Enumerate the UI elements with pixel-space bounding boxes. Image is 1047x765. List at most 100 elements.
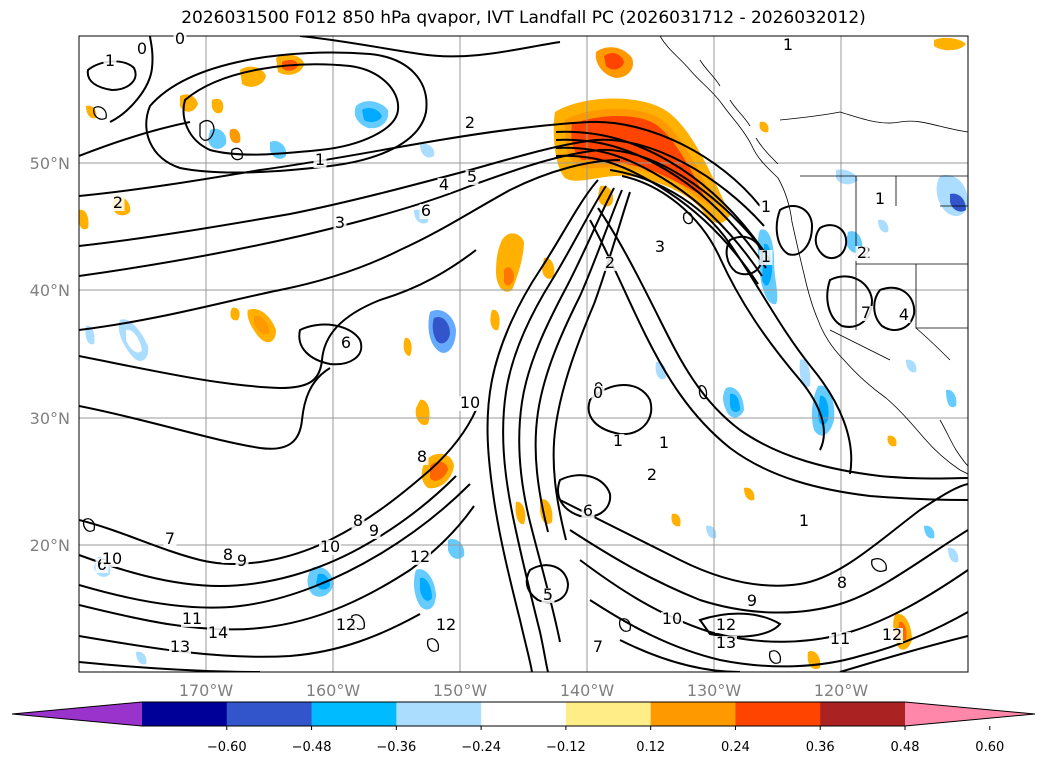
contour-label-bg	[835, 576, 849, 591]
contour-label-bg	[855, 246, 869, 261]
colorbar-segment	[735, 702, 821, 726]
lat-label-50n: 50°N	[30, 154, 70, 173]
contour-label: 2	[113, 193, 123, 212]
contour-label: 12	[882, 625, 902, 644]
colorbar-extend-high	[905, 702, 1035, 726]
contour-label-bg	[653, 240, 667, 255]
colorbar-tick-label: −0.48	[292, 740, 332, 755]
contour-label: 0	[175, 29, 185, 48]
contour-label: 2	[647, 465, 657, 484]
contour-label-bg	[103, 54, 117, 69]
contour-label: 6	[421, 201, 431, 220]
contour-label-bg	[715, 636, 737, 651]
contour-lines	[79, 36, 968, 672]
contour-label-bg	[465, 170, 479, 185]
contour-label-bg	[459, 396, 481, 411]
contour-label: 2	[857, 243, 867, 262]
contour-label: 6	[583, 501, 593, 520]
contour-label: 7	[165, 529, 175, 548]
colorbar-tick-label: −0.12	[546, 740, 586, 755]
colorbar-segment	[820, 702, 906, 726]
contour-label-bg	[419, 204, 433, 219]
contour-label-bg	[541, 588, 555, 603]
colorbar-segment	[565, 702, 652, 726]
contour-label: 1	[613, 431, 623, 450]
contour-label-bg	[367, 524, 381, 539]
contour-label-bg	[111, 196, 125, 211]
contour-label: 3	[335, 213, 345, 232]
contour-label-bg	[745, 594, 759, 609]
contour-label: 14	[208, 623, 228, 642]
contour-label: 4	[899, 305, 909, 324]
contour-label-bg	[781, 38, 795, 53]
contour-label-bg	[335, 618, 357, 633]
contour-label-bg	[581, 504, 595, 519]
coastline	[659, 36, 968, 475]
contour-label-bg	[759, 200, 773, 215]
contour-label: 1	[105, 51, 115, 70]
contour-label-bg	[603, 256, 617, 271]
contour-label-bg	[135, 42, 149, 57]
contour-label-bg	[881, 628, 903, 643]
contour-label-bg	[797, 514, 811, 529]
contour-label: 8	[837, 573, 847, 592]
lon-label-160w: 160°W	[306, 681, 361, 700]
contour-label-bg	[657, 436, 671, 451]
contour-label: 1	[659, 433, 669, 452]
contour-label: 1	[875, 189, 885, 208]
plot-frame	[78, 35, 969, 673]
contour-label-bg	[163, 532, 177, 547]
lat-label-20n: 20°N	[30, 536, 70, 555]
contour-label-bg	[319, 540, 341, 555]
anomaly-shading	[79, 37, 968, 670]
contour-label-bg	[759, 250, 773, 265]
contour-label: 10	[662, 609, 682, 628]
contour-label: 7	[861, 303, 871, 322]
contour-label: 8	[353, 511, 363, 530]
lon-label-120w: 120°W	[814, 681, 869, 700]
colorbar-tick-label: 0.12	[636, 740, 665, 755]
contour-label: 10	[320, 537, 340, 556]
contour-label-bg	[715, 618, 737, 633]
lat-label-40n: 40°N	[30, 281, 70, 300]
colorbar-segment	[226, 702, 313, 726]
contour-label: 12	[716, 615, 736, 634]
contour-label-bg	[207, 626, 229, 641]
contour-label: 12	[410, 547, 430, 566]
lon-label-130w: 130°W	[687, 681, 742, 700]
contour-label: 13	[170, 637, 190, 656]
contour-label-bg	[221, 548, 235, 563]
contour-label-bg	[333, 216, 347, 231]
map-title: 2026031500 F012 850 hPa qvapor, IVT Land…	[181, 8, 866, 28]
lon-label-170w: 170°W	[179, 681, 234, 700]
contour-label-bg	[591, 640, 605, 655]
lon-label-140w: 140°W	[560, 681, 615, 700]
contour-label: 5	[467, 167, 477, 186]
contour-label: 7	[593, 637, 603, 656]
contour-label-bg	[859, 306, 873, 321]
colorbar-tick-label: 0.36	[806, 740, 835, 755]
contour-label: 1	[761, 197, 771, 216]
contour-label-bg	[339, 336, 353, 351]
colorbar-extend-low	[12, 702, 142, 726]
contour-label-bg	[437, 178, 451, 193]
colorbar-tick-label: −0.36	[376, 740, 416, 755]
colorbar-segment	[142, 702, 228, 726]
contour-label-bg	[611, 434, 625, 449]
colorbar-tick-label: −0.24	[461, 740, 501, 755]
colorbar-tick-label: 0.24	[721, 740, 750, 755]
contour-label: 12	[336, 615, 356, 634]
contour-label: 11	[182, 609, 202, 628]
contour-label-bg	[173, 32, 187, 47]
contour-label-bg	[463, 116, 477, 131]
graticule	[79, 36, 968, 672]
colorbar-segment	[650, 702, 736, 726]
contour-label-bg	[351, 514, 365, 529]
contour-label-bg	[435, 618, 457, 633]
colorbar-tick-label: 0.60	[975, 740, 1004, 755]
contour-labels: 0102134562231126108011261891089127610111…	[95, 29, 911, 656]
lat-label-30n: 30°N	[30, 409, 70, 428]
colorbar-tick-label: 0.48	[891, 740, 920, 755]
contour-label-bg	[645, 468, 659, 483]
contour-label: 13	[716, 633, 736, 652]
